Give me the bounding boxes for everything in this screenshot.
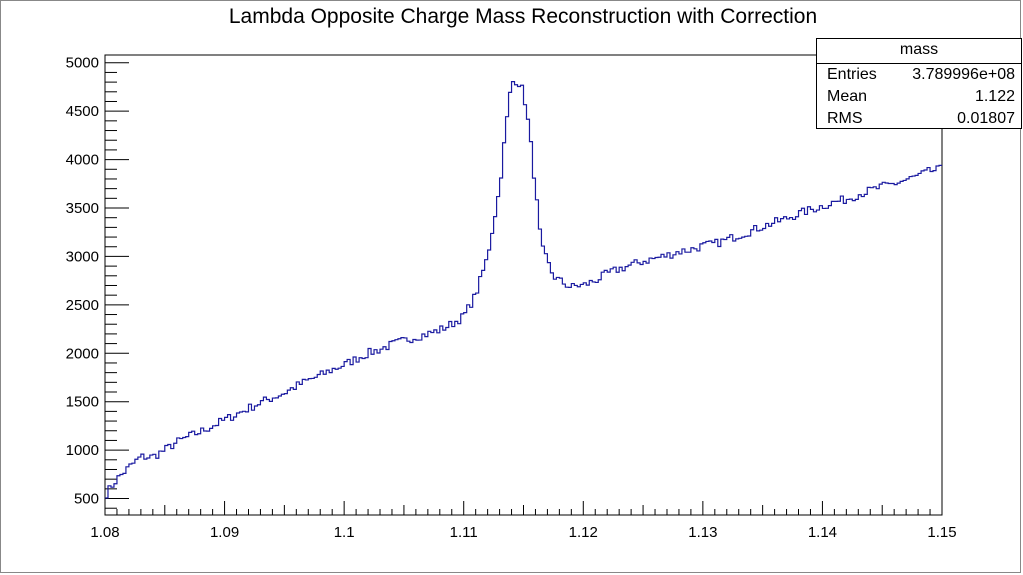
x-tick-label: 1.09 — [210, 524, 239, 541]
x-tick-label: 1.11 — [450, 524, 478, 541]
x-axis: 1.08 1.09 1.1 1.11 1.12 1.13 1.14 1.15 — [90, 501, 957, 541]
y-tick-label: 1500 — [66, 394, 99, 411]
x-tick-label: 1.1 — [334, 524, 355, 541]
stats-label: Entries — [827, 66, 877, 83]
stats-row-rms: RMS 0.01807 — [817, 108, 1021, 130]
x-tick-label: 1.08 — [90, 524, 119, 541]
y-tick-label: 2000 — [66, 345, 99, 362]
y-tick-label: 5000 — [66, 55, 99, 72]
stats-row-entries: Entries 3.789996e+08 — [817, 64, 1021, 86]
stats-value: 3.789996e+08 — [912, 66, 1015, 83]
x-tick-label: 1.14 — [808, 524, 837, 541]
stats-label: Mean — [827, 88, 868, 105]
y-tick-label: 4500 — [66, 103, 99, 120]
y-tick-label: 3000 — [66, 248, 99, 265]
histogram-line — [105, 81, 942, 499]
y-tick-label: 1000 — [66, 442, 99, 459]
x-tick-label: 1.15 — [927, 524, 956, 541]
stats-value: 1.122 — [974, 88, 1015, 105]
y-tick-label: 500 — [74, 491, 99, 508]
x-tick-label: 1.12 — [569, 524, 598, 541]
y-tick-label: 4000 — [66, 152, 99, 169]
y-tick-label: 2500 — [66, 297, 99, 314]
plot-title: Lambda Opposite Charge Mass Reconstructi… — [228, 5, 818, 28]
x-tick-label: 1.13 — [688, 524, 717, 541]
stats-box: mass Entries 3.789996e+08 Mean 1.122 RMS… — [816, 38, 1022, 129]
y-axis: 500 1000 1500 2000 2500 3000 3500 4000 4500 5000 — [66, 55, 129, 509]
histogram-series-line — [105, 81, 942, 499]
stats-title: mass — [817, 39, 1021, 64]
stats-value: 0.01807 — [957, 110, 1015, 127]
stats-label: RMS — [827, 110, 863, 127]
y-tick-label: 3500 — [66, 200, 99, 217]
stats-row-mean: Mean 1.122 — [817, 86, 1021, 108]
